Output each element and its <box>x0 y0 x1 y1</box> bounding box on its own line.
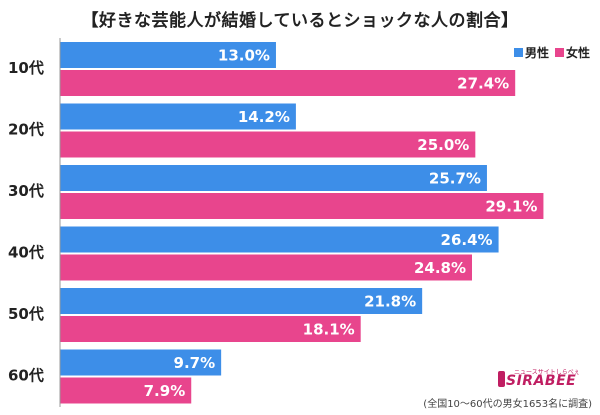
sirabee-logo: ニュースサイトしらべぇ SIRABEE <box>498 367 590 393</box>
category-label: 10代 <box>8 59 44 77</box>
category-label: 20代 <box>8 121 44 139</box>
bar-female <box>60 254 472 281</box>
data-label: 24.8% <box>414 259 466 277</box>
category-label: 60代 <box>8 367 44 385</box>
category-label: 30代 <box>8 182 44 200</box>
data-label: 14.2% <box>238 108 290 126</box>
bar-female <box>60 377 192 404</box>
legend-label-female: 女性 <box>565 46 590 60</box>
bar-female <box>60 316 361 342</box>
bar-male <box>60 165 487 191</box>
data-label: 7.9% <box>144 382 186 400</box>
category-label: 50代 <box>8 305 44 323</box>
data-label: 25.7% <box>429 170 481 188</box>
bar-male <box>60 226 499 253</box>
legend-swatch-female <box>554 48 564 57</box>
legend-swatch-male <box>513 48 523 57</box>
bar-male <box>60 349 222 376</box>
legend-item-female: 女性 <box>554 44 590 61</box>
data-label: 26.4% <box>441 231 493 249</box>
data-label: 27.4% <box>457 75 509 93</box>
logo-tagline: ニュースサイトしらべぇ <box>514 369 580 376</box>
bar-female <box>60 131 476 158</box>
bar-male <box>60 288 423 314</box>
data-label: 25.0% <box>417 136 469 154</box>
legend-item-male: 男性 <box>513 44 549 61</box>
legend-label-male: 男性 <box>524 46 549 60</box>
bar-male <box>60 42 276 68</box>
data-label: 29.1% <box>485 198 537 216</box>
source-note: (全国10～60代の男女1653名に調査) <box>423 399 592 410</box>
category-label: 40代 <box>8 244 44 262</box>
bar-male <box>60 103 296 130</box>
legend: 男性 女性 <box>513 44 590 61</box>
data-label: 13.0% <box>218 47 270 65</box>
chart-title: 【好きな芸能人が結婚しているとショックな人の割合】 <box>81 11 519 31</box>
bar-female <box>60 70 516 96</box>
bar-female <box>60 193 544 219</box>
logo-wordmark: SIRABEE <box>506 373 577 389</box>
data-label: 18.1% <box>303 321 355 339</box>
logo-mark-icon <box>498 371 505 387</box>
data-label: 9.7% <box>174 354 216 372</box>
data-label: 21.8% <box>364 293 416 311</box>
